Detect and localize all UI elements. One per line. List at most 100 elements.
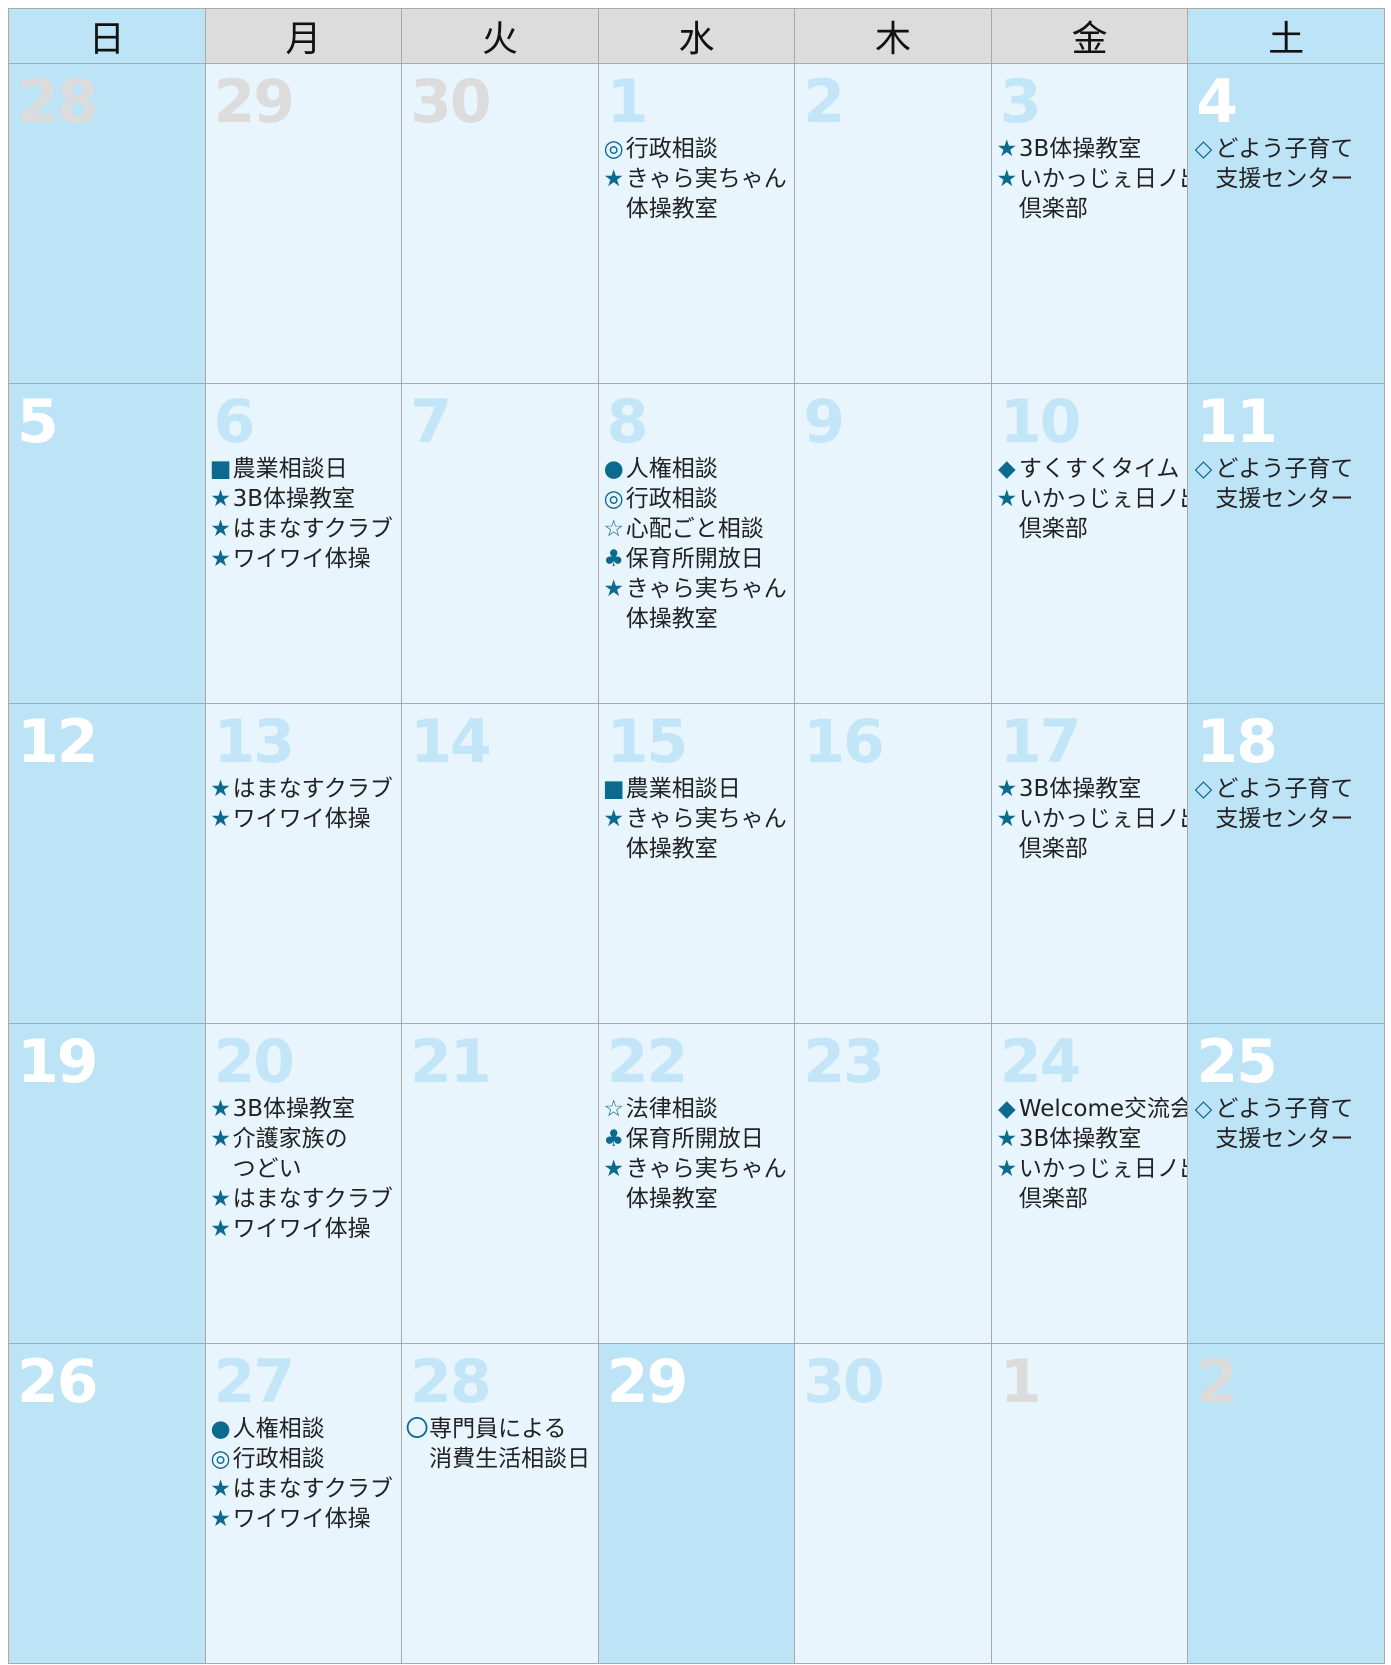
event-line: Welcome交流会 xyxy=(1018,1096,1189,1122)
day-cell: 28 xyxy=(8,63,206,384)
event-symbol: ★ xyxy=(210,776,231,802)
event-text: いかっじぇ日ノ出 倶楽部 xyxy=(1018,484,1189,544)
event-list: ★ 3B体操教室 ★ 介護家族の つどい ★ はまなすクラブ ★ ワイワイ体操 xyxy=(209,1094,402,1244)
day-cell: 20 ★ 3B体操教室 ★ 介護家族の つどい ★ はまなすクラブ ★ ワイワイ体操 xyxy=(204,1023,403,1344)
event-symbol: ★ xyxy=(210,1476,231,1502)
date-number: 19 xyxy=(17,1027,98,1097)
day-cell: 27 ● 人権相談 ◎ 行政相談 ★ はまなすクラブ ★ ワイワイ体操 xyxy=(204,1343,403,1664)
event-line: 消費生活相談日 xyxy=(429,1446,591,1472)
event-line: 倶楽部 xyxy=(1018,836,1088,862)
event: ◎ 行政相談 xyxy=(602,134,795,164)
date-number: 18 xyxy=(1196,707,1277,777)
event: ★ 3B体操教室 xyxy=(209,1094,402,1124)
event-line: はまなすクラブ xyxy=(232,1186,393,1212)
event: ★ 3B体操教室 xyxy=(995,134,1188,164)
event-text: どよう子育て 支援センター xyxy=(1215,1094,1353,1154)
date-number: 30 xyxy=(803,1347,884,1417)
event: ◇ どよう子育て 支援センター xyxy=(1191,1094,1384,1154)
event-line: 3B体操教室 xyxy=(232,1096,355,1122)
day-cell: 3 ★ 3B体操教室 ★ いかっじぇ日ノ出 倶楽部 xyxy=(990,63,1189,384)
event-list: ★ 3B体操教室 ★ いかっじぇ日ノ出 倶楽部 xyxy=(995,774,1188,864)
event-line: きゃら実ちゃん xyxy=(625,576,787,602)
event-symbol: ★ xyxy=(603,806,625,832)
event-symbol: ☆ xyxy=(603,516,625,542)
event-symbol: ★ xyxy=(996,166,1018,192)
event: ★ きゃら実ちゃん 体操教室 xyxy=(602,1154,795,1214)
event-list: ◇ どよう子育て 支援センター xyxy=(1191,774,1384,834)
event-line: 専門員による xyxy=(429,1416,567,1442)
event-line: どよう子育て xyxy=(1215,1096,1354,1122)
event-text: 3B体操教室 xyxy=(233,484,355,514)
event-line: 支援センター xyxy=(1215,806,1354,832)
event-symbol: ◎ xyxy=(603,136,624,162)
date-number: 6 xyxy=(213,387,256,457)
date-number: 3 xyxy=(999,67,1042,137)
weekday-header: 日 xyxy=(8,8,206,64)
event-text: きゃら実ちゃん 体操教室 xyxy=(626,164,787,224)
event-symbol: ◇ xyxy=(1194,1096,1213,1122)
event-line: いかっじぇ日ノ出 xyxy=(1018,486,1189,512)
weekday-header: 火 xyxy=(401,8,599,64)
event-symbol: ★ xyxy=(996,486,1018,512)
event-line: どよう子育て xyxy=(1215,776,1354,802)
event-symbol: ★ xyxy=(210,516,231,542)
event-list: 〇専門員による 消費生活相談日 xyxy=(405,1414,598,1474)
day-cell: 1 xyxy=(990,1343,1189,1664)
event-list: ◇ どよう子育て 支援センター xyxy=(1191,1094,1384,1154)
day-cell: 24 ◆ Welcome交流会 ★ 3B体操教室 ★ いかっじぇ日ノ出 倶楽部 xyxy=(990,1023,1189,1344)
event-symbol: ◇ xyxy=(1194,456,1213,482)
event-line: 法律相談 xyxy=(625,1096,718,1122)
event: ★ はまなすクラブ xyxy=(209,1184,402,1214)
event-line: ワイワイ体操 xyxy=(232,806,371,832)
date-number: 30 xyxy=(410,67,491,137)
weekday-header: 土 xyxy=(1187,8,1385,64)
event-line: ワイワイ体操 xyxy=(232,546,371,572)
event-symbol: ★ xyxy=(996,1126,1018,1152)
day-cell: 2 xyxy=(1187,1343,1385,1664)
event-text: 3B体操教室 xyxy=(1019,134,1141,164)
event: ★ きゃら実ちゃん 体操教室 xyxy=(602,574,795,634)
event: 〇専門員による 消費生活相談日 xyxy=(405,1414,598,1474)
event-line: 介護家族の xyxy=(232,1126,348,1152)
day-cell: 17 ★ 3B体操教室 ★ いかっじぇ日ノ出 倶楽部 xyxy=(990,703,1189,1024)
event-line: ワイワイ体操 xyxy=(232,1216,371,1242)
event: ★ はまなすクラブ xyxy=(209,774,402,804)
event-list: ★ 3B体操教室 ★ いかっじぇ日ノ出 倶楽部 xyxy=(995,134,1188,224)
event-line: 行政相談 xyxy=(625,486,718,512)
event-text: きゃら実ちゃん 体操教室 xyxy=(626,804,787,864)
event-line: 支援センター xyxy=(1215,166,1354,192)
event: ★ 3B体操教室 xyxy=(209,484,402,514)
event-text: 農業相談日 xyxy=(626,774,741,804)
date-number: 2 xyxy=(1196,1347,1238,1417)
event-list: ◇ どよう子育て 支援センター xyxy=(1191,134,1384,194)
event: ★ いかっじぇ日ノ出 倶楽部 xyxy=(995,164,1188,224)
event-line: 3B体操教室 xyxy=(1018,776,1142,802)
day-cell: 30 xyxy=(794,1343,992,1664)
event: ★ 介護家族の つどい xyxy=(209,1124,402,1184)
event-symbol: ● xyxy=(210,1416,231,1442)
event-symbol: ☆ xyxy=(603,1096,625,1122)
event-line: 3B体操教室 xyxy=(232,486,355,512)
day-cell: 13 ★ はまなすクラブ ★ ワイワイ体操 xyxy=(204,703,403,1024)
date-number: 21 xyxy=(410,1027,491,1097)
event-symbol: ★ xyxy=(210,1216,231,1242)
event-text: はまなすクラブ xyxy=(233,1184,393,1214)
date-number: 29 xyxy=(606,1347,688,1417)
day-cell: 23 xyxy=(794,1023,992,1344)
event: ★ はまなすクラブ xyxy=(209,514,402,544)
date-number: 12 xyxy=(17,707,98,777)
event-symbol: ◎ xyxy=(210,1446,231,1472)
event-list: ◇ どよう子育て 支援センター xyxy=(1191,454,1384,514)
event-line: 3B体操教室 xyxy=(1018,136,1142,162)
event-line: 体操教室 xyxy=(625,1186,718,1212)
event-text: いかっじぇ日ノ出 倶楽部 xyxy=(1019,1154,1188,1214)
event-symbol: ★ xyxy=(210,1186,231,1212)
date-number: 7 xyxy=(410,387,452,457)
date-number: 16 xyxy=(803,707,884,777)
event-symbol: ★ xyxy=(210,486,231,512)
event-list: ■ 農業相談日 ★ きゃら実ちゃん 体操教室 xyxy=(602,774,795,864)
event-line: きゃら実ちゃん xyxy=(625,806,787,832)
event-symbol: ◇ xyxy=(1194,136,1213,162)
event-line: はまなすクラブ xyxy=(232,516,393,542)
event-line: 倶楽部 xyxy=(1018,516,1088,542)
